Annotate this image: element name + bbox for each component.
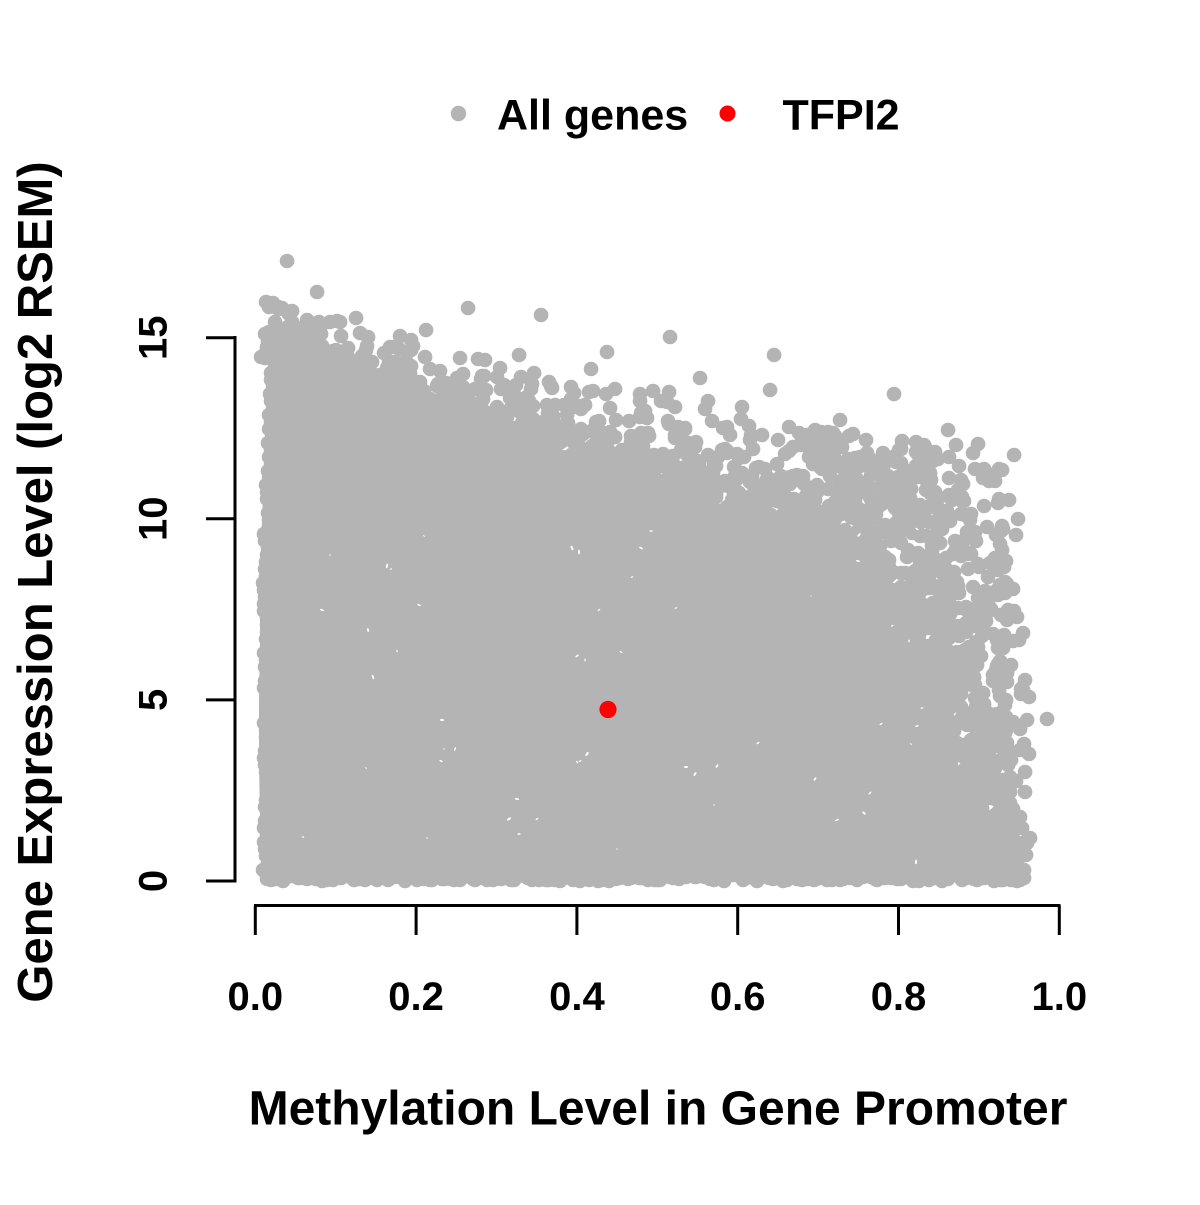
svg-text:0.8: 0.8: [871, 975, 927, 1019]
svg-text:1.0: 1.0: [1031, 975, 1087, 1019]
svg-text:0.2: 0.2: [388, 975, 444, 1019]
svg-text:0.4: 0.4: [549, 975, 605, 1019]
svg-text:0: 0: [132, 870, 176, 892]
svg-text:TFPI2: TFPI2: [783, 92, 900, 140]
svg-text:10: 10: [132, 497, 176, 542]
svg-text:Methylation Level in Gene Prom: Methylation Level in Gene Promoter: [249, 1083, 1068, 1136]
svg-text:All genes: All genes: [497, 92, 688, 140]
svg-text:0.6: 0.6: [710, 975, 766, 1019]
svg-text:Gene Expression Level (log2 RS: Gene Expression Level (log2 RSEM): [9, 161, 63, 1002]
svg-text:0.0: 0.0: [227, 975, 283, 1019]
svg-text:15: 15: [132, 315, 176, 360]
svg-text:5: 5: [132, 689, 176, 711]
